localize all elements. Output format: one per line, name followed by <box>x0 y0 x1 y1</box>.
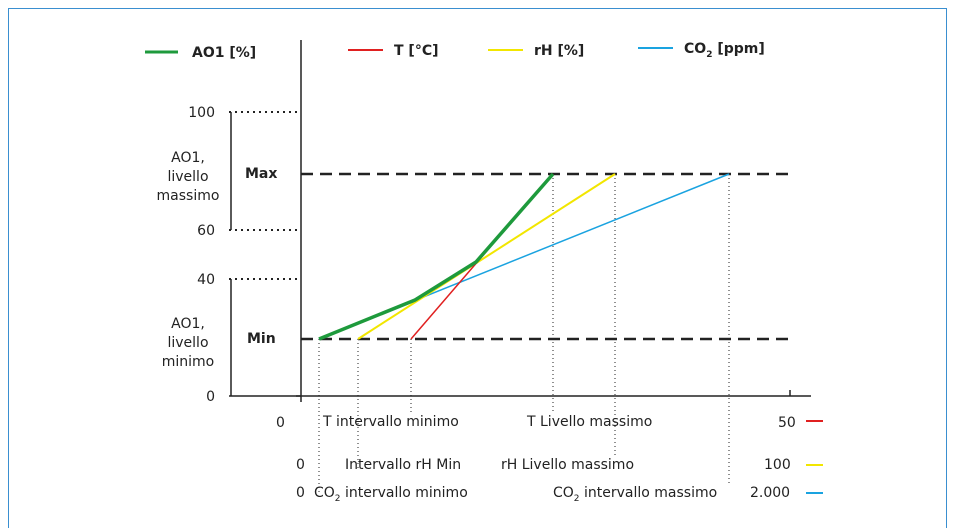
co2-start-label: 0 <box>296 485 305 501</box>
y-label-100: 100 <box>188 105 215 121</box>
y-label-0: 0 <box>206 389 215 405</box>
min-group-line1: AO1, <box>171 316 205 332</box>
t-start-label: 0 <box>276 415 285 431</box>
max-group-line1: AO1, <box>171 150 205 166</box>
max-group-line3: massimo <box>157 188 220 204</box>
rh-curve <box>358 174 615 339</box>
max-group-line2: livello <box>167 169 208 185</box>
co2-max-label: CO2 intervallo massimo <box>553 485 717 504</box>
rh-end-label: 100 <box>764 457 791 473</box>
t-max-label: T Livello massimo <box>526 414 652 430</box>
min-group-line2: livello <box>167 335 208 351</box>
rh-max-label: rH Livello massimo <box>501 457 634 473</box>
rh-min-label: Intervallo rH Min <box>345 457 461 473</box>
co2-end-label: 2.000 <box>750 485 790 501</box>
t-min-label: T intervallo minimo <box>322 414 459 430</box>
legend-co2-label: CO2 [ppm] <box>684 41 765 60</box>
legend-t-label: T [°C] <box>394 43 439 59</box>
min-level-label: Min <box>247 331 276 347</box>
y-label-60: 60 <box>197 223 215 239</box>
min-group-line3: minimo <box>162 354 215 370</box>
ao1-curve <box>319 174 553 339</box>
co2-min-label: CO2 intervallo minimo <box>314 485 468 504</box>
legend-rh-label: rH [%] <box>534 43 584 59</box>
max-level-label: Max <box>245 166 277 182</box>
y-label-40: 40 <box>197 272 215 288</box>
legend-ao1-label: AO1 [%] <box>192 45 256 61</box>
t-end-label: 50 <box>778 415 796 431</box>
rh-start-label: 0 <box>296 457 305 473</box>
